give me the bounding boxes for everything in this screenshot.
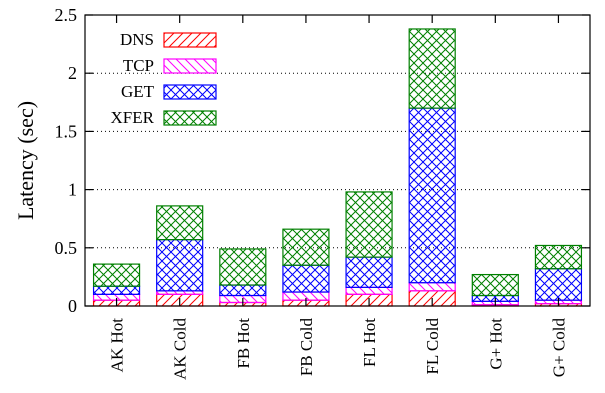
plot-frame [84,14,591,307]
bar-segment-get [282,264,330,293]
legend-label: DNS [120,30,154,49]
y-tick-label: 2.5 [55,5,78,25]
y-tick-label: 1 [68,180,77,200]
y-tick-label: 0.5 [55,238,78,258]
bar-segment-xfer [219,248,267,286]
bar-segment-tcp [408,282,456,292]
bar-segment-get [345,256,393,288]
legend-label: TCP [123,56,154,75]
y-tick-label: 0 [68,296,77,316]
x-category-label: AK Cold [171,318,190,380]
bar-segment-xfer [345,191,393,258]
bar-segment-xfer [408,28,456,109]
legend-label: XFER [111,108,155,127]
legend-swatch-tcp [163,58,217,74]
bar-segment-xfer [471,273,519,297]
x-category-label: FL Cold [423,318,442,375]
bar-segment-get [534,268,583,301]
bar-segment-get [408,107,456,284]
bars [92,28,583,307]
bar-segment-tcp [345,286,393,295]
y-tick-label: 2 [68,63,77,83]
y-axis-title: Latency (sec) [13,101,38,220]
x-category-label: FL Hot [360,318,379,367]
bar-segment-get [156,239,204,292]
legend-swatch-get [163,84,217,100]
bar-segment-xfer [282,228,330,266]
x-category-label: FB Cold [297,318,316,377]
x-category-label: FB Hot [234,318,253,369]
legend-label: GET [121,82,155,101]
legend: DNS TCP GET XFER [111,30,217,127]
bar-segment-xfer [92,263,141,287]
bar-segment-get [92,285,141,295]
bar-segment-xfer [534,244,583,270]
x-category-label: G+ Cold [549,318,568,378]
x-category-label: G+ Hot [486,318,505,370]
y-tick-label: 1.5 [55,121,78,141]
legend-swatch-dns [163,32,217,48]
x-category-label: AK Hot [108,318,127,373]
bar-segment-xfer [156,205,204,241]
axes: 0 0.5 1 1.5 2 2.5 AK Hot AK Cold FB Hot FB Cold FL… [55,5,591,380]
legend-swatch-xfer [163,110,217,126]
bar-segment-get [219,284,267,297]
